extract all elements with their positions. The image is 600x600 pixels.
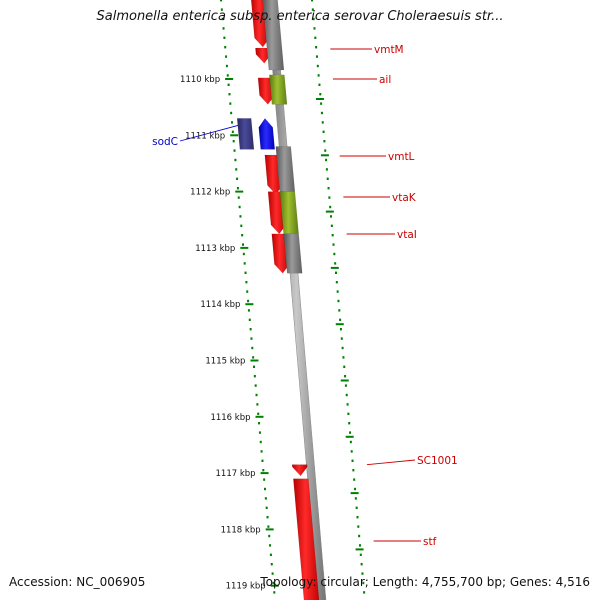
category-bar-olive-1 bbox=[269, 74, 288, 105]
ruler-tick-label: 1113 kbp bbox=[195, 244, 235, 254]
leader-line-sodc bbox=[179, 124, 239, 142]
gene-label-ail: ail bbox=[379, 74, 391, 86]
gene-arrow-sc1001 bbox=[291, 464, 308, 477]
gene-label-vtak: vtaK bbox=[392, 192, 417, 204]
gene-label-sc1001: SC1001 bbox=[417, 455, 458, 467]
ruler-tick-label: 1115 kbp bbox=[205, 357, 245, 367]
topology-text: Topology: circular; Length: 4,755,700 bp… bbox=[260, 575, 590, 589]
ruler-tick-label: 1114 kbp bbox=[200, 300, 240, 310]
ruler-tick-label: 1112 kbp bbox=[190, 188, 230, 198]
gene-label-sodc: sodC bbox=[152, 136, 178, 148]
gene-label-stf: stf bbox=[423, 536, 437, 548]
ruler-tick-label: 1110 kbp bbox=[180, 75, 220, 85]
category-bar-grey-1 bbox=[262, 0, 285, 71]
gene-arrow-stf bbox=[293, 478, 320, 600]
ruler-tick-label: 1118 kbp bbox=[221, 525, 261, 535]
ruler-tick-label: 1117 kbp bbox=[216, 469, 256, 479]
kbp-ruler: 1110 kbp 1111 kbp 1112 kbp 1113 kbp 1114 kbp… bbox=[180, 0, 366, 594]
gene-arrow-sodc-dark bbox=[236, 118, 255, 150]
gene-labels: vmtM ail sodC vmtL vtaK vtaI SC1001 stf bbox=[152, 44, 458, 548]
gene-label-vmtl: vmtL bbox=[388, 151, 415, 163]
ruler-tick-label: 1116 kbp bbox=[210, 413, 250, 423]
ruler-dots-right bbox=[311, 0, 366, 594]
ruler-dots-left bbox=[220, 0, 276, 594]
gene-label-vtai: vtaI bbox=[397, 229, 417, 241]
leader-line-sc1001 bbox=[366, 459, 416, 466]
ruler-tick-label: 1111 kbp bbox=[185, 131, 225, 141]
accession-text: Accession: NC_006905 bbox=[9, 575, 146, 589]
gene-arrow-sodc bbox=[258, 118, 276, 150]
category-bar-grey-3 bbox=[283, 233, 303, 274]
gene-label-vmtm: vmtM bbox=[374, 44, 404, 56]
feature-arrows bbox=[236, 0, 320, 600]
ruler-tick-label: 1119 kbp bbox=[226, 582, 266, 592]
map-title: Salmonella enterica subsp. enterica sero… bbox=[96, 9, 504, 24]
